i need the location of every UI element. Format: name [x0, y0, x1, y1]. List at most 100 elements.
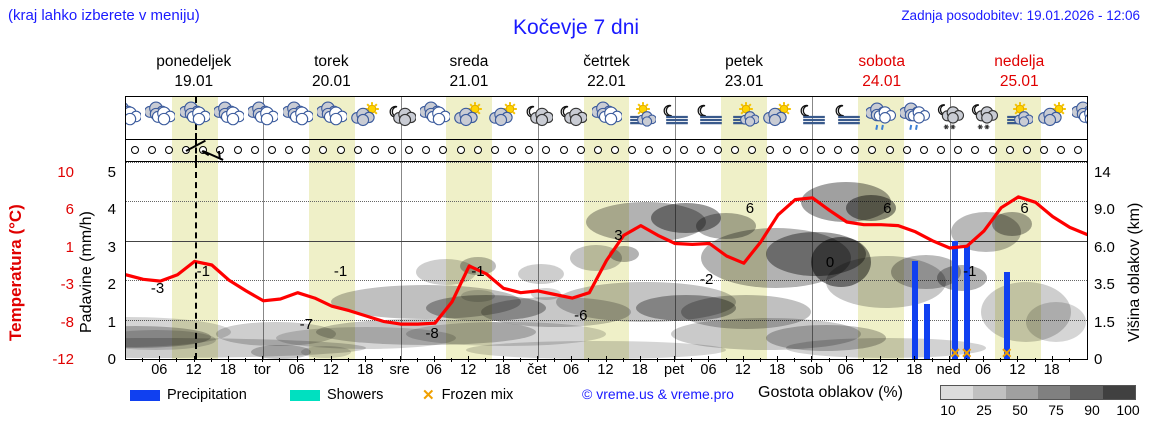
- x-axis-tick: [965, 358, 967, 362]
- cloud-density-scale-label: 25: [976, 402, 992, 418]
- x-axis-tick: [399, 356, 401, 362]
- x-axis-tick: [828, 358, 830, 362]
- x-axis-tick: [159, 356, 161, 362]
- wind-barb-calm-icon: [267, 146, 276, 154]
- cloud-height-axis-title: Višina oblakov (km): [1126, 202, 1143, 342]
- legend: Precipitation Showers ✕ Frozen mix © vre…: [130, 384, 1148, 426]
- day-header-ponedeljek: ponedeljek 19.01: [125, 52, 263, 94]
- x-axis-tick: [519, 358, 521, 362]
- moon-sleet-icon: [971, 104, 999, 130]
- x-axis-tick: [656, 358, 658, 362]
- x-axis-tick: [313, 358, 315, 362]
- cloudy-icon: [179, 101, 210, 126]
- temperature-value-label: -2: [700, 271, 714, 289]
- wind-barb-calm-icon: [919, 146, 928, 154]
- x-axis-tick: [1068, 358, 1070, 362]
- x-tick-label: sob: [799, 362, 824, 378]
- day-date: 20.01: [311, 73, 351, 90]
- wind-barb-calm-icon: [490, 146, 499, 154]
- copyright-link[interactable]: © vreme.us & vreme.pro: [582, 386, 734, 402]
- x-tick-label: 12: [460, 362, 477, 378]
- temperature-value-label: 6: [883, 199, 892, 217]
- day-header-petek: petek 23.01: [675, 52, 813, 94]
- temperature-value-label: -1: [471, 262, 485, 280]
- sun-cloud-icon: [1037, 102, 1066, 127]
- sun-cloud-icon: [454, 102, 483, 127]
- day-name: ponedeljek: [156, 53, 232, 70]
- wind-barb-calm-icon: [559, 146, 568, 154]
- x-axis-tick: [245, 358, 247, 362]
- wind-barb-calm-icon: [130, 146, 139, 154]
- moon-rain-icon: [835, 104, 860, 125]
- temperature-curve: [126, 195, 1087, 326]
- day-header-sreda: sreda 21.01: [400, 52, 538, 94]
- cloud-density-scale-label: 75: [1048, 402, 1064, 418]
- precipitation-bar: [912, 260, 919, 359]
- sun-rain-icon: [1007, 102, 1034, 127]
- legend-item-precipitation: Precipitation: [130, 386, 247, 404]
- wind-barb-calm-icon: [233, 146, 242, 154]
- x-axis-tick-labels: 06 12 18 tor 06 12 18 sre 06 12 18 čet 06 12 18 pet 06 12…: [125, 356, 1088, 382]
- precipitation-tick-0: 5: [107, 164, 116, 181]
- x-axis-tick: [451, 358, 453, 362]
- day-date: 24.01: [862, 73, 902, 90]
- precipitation-tick-4: 1: [107, 313, 116, 331]
- precipitation-bar: [952, 240, 959, 359]
- day-separator: [537, 162, 539, 359]
- daylight-band: [858, 162, 904, 359]
- cloud-density-scale-step-1: [973, 386, 1006, 399]
- day-date: 25.01: [999, 73, 1039, 90]
- wind-barb-calm-icon: [216, 146, 225, 154]
- cloud-height-tick-1: 9.0: [1094, 201, 1115, 219]
- x-tick-label: 06: [563, 362, 580, 378]
- cloud-density-scale-label: 90: [1084, 402, 1100, 418]
- daylight-band: [720, 140, 767, 161]
- cloud-density-scale-label: 100: [1116, 402, 1140, 418]
- precipitation-tick-1: 4: [107, 201, 116, 219]
- legend-label-showers: Showers: [327, 387, 384, 403]
- x-axis-tick: [468, 356, 470, 362]
- gridline: [126, 201, 1087, 203]
- day-header-sobota: sobota 24.01: [813, 52, 951, 94]
- temperature-value-label: 3: [614, 226, 623, 244]
- x-tick-label: 12: [185, 362, 202, 378]
- wind-barb-calm-icon: [1057, 146, 1066, 154]
- day-name: torek: [314, 53, 349, 70]
- x-axis-tick: [708, 356, 710, 362]
- cloud-density-scale-step-0: [941, 386, 974, 399]
- frozen-mix-marker: ✕: [949, 345, 962, 359]
- x-axis-tick: [845, 356, 847, 362]
- cloudy-icon: [1072, 101, 1087, 124]
- precipitation-tick-2: 3: [107, 238, 116, 256]
- cloud-height-tick-0: 14: [1094, 164, 1111, 181]
- x-tick-label: 18: [769, 362, 786, 378]
- moon-rain-icon: [663, 104, 688, 125]
- wind-barb-calm-icon: [748, 146, 757, 154]
- wind-barb-calm-icon: [851, 146, 860, 154]
- x-tick-label: 12: [597, 362, 614, 378]
- wind-barb-calm-icon: [765, 146, 774, 154]
- x-tick-label: ned: [936, 362, 961, 378]
- wind-barb-calm-icon: [937, 146, 946, 154]
- x-tick-label: 12: [322, 362, 339, 378]
- page-title: Kočevje 7 dni: [512, 16, 640, 39]
- last-update-label: Zadnja posodobitev: 19.01.2026 - 12:06: [901, 8, 1140, 23]
- sun-cloud-icon: [488, 102, 517, 127]
- wind-barb-calm-icon: [525, 146, 534, 154]
- daylight-band: [995, 162, 1042, 359]
- x-axis-tick: [759, 358, 761, 362]
- x-axis-tick: [193, 356, 195, 362]
- sun-rain-icon: [732, 102, 759, 127]
- legend-label-frozen-mix: Frozen mix: [441, 387, 514, 403]
- temperature-value-label: 6: [745, 199, 755, 217]
- weather-icons-row: [126, 97, 1087, 140]
- cloud-height-tick-4: 1.5: [1094, 313, 1115, 331]
- wind-barb-calm-icon: [336, 146, 345, 154]
- daylight-band: [171, 140, 218, 161]
- x-tick-label: 18: [357, 362, 374, 378]
- x-axis-tick: [1017, 356, 1019, 362]
- x-axis-tick: [914, 356, 916, 362]
- day-separator: [537, 140, 539, 161]
